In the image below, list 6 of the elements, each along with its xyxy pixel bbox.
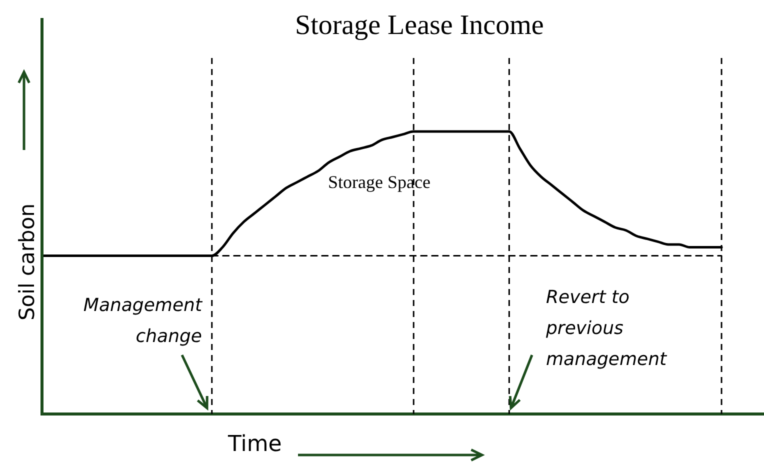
annotation: Management change	[82, 294, 202, 349]
x-axis-title: Time	[228, 432, 282, 457]
annotation: Storage Space	[328, 172, 430, 193]
y-axis-title: Soil carbon	[15, 202, 39, 323]
annotation: Revert to previous management	[546, 286, 668, 372]
chart-title: Storage Lease Income	[295, 10, 544, 42]
